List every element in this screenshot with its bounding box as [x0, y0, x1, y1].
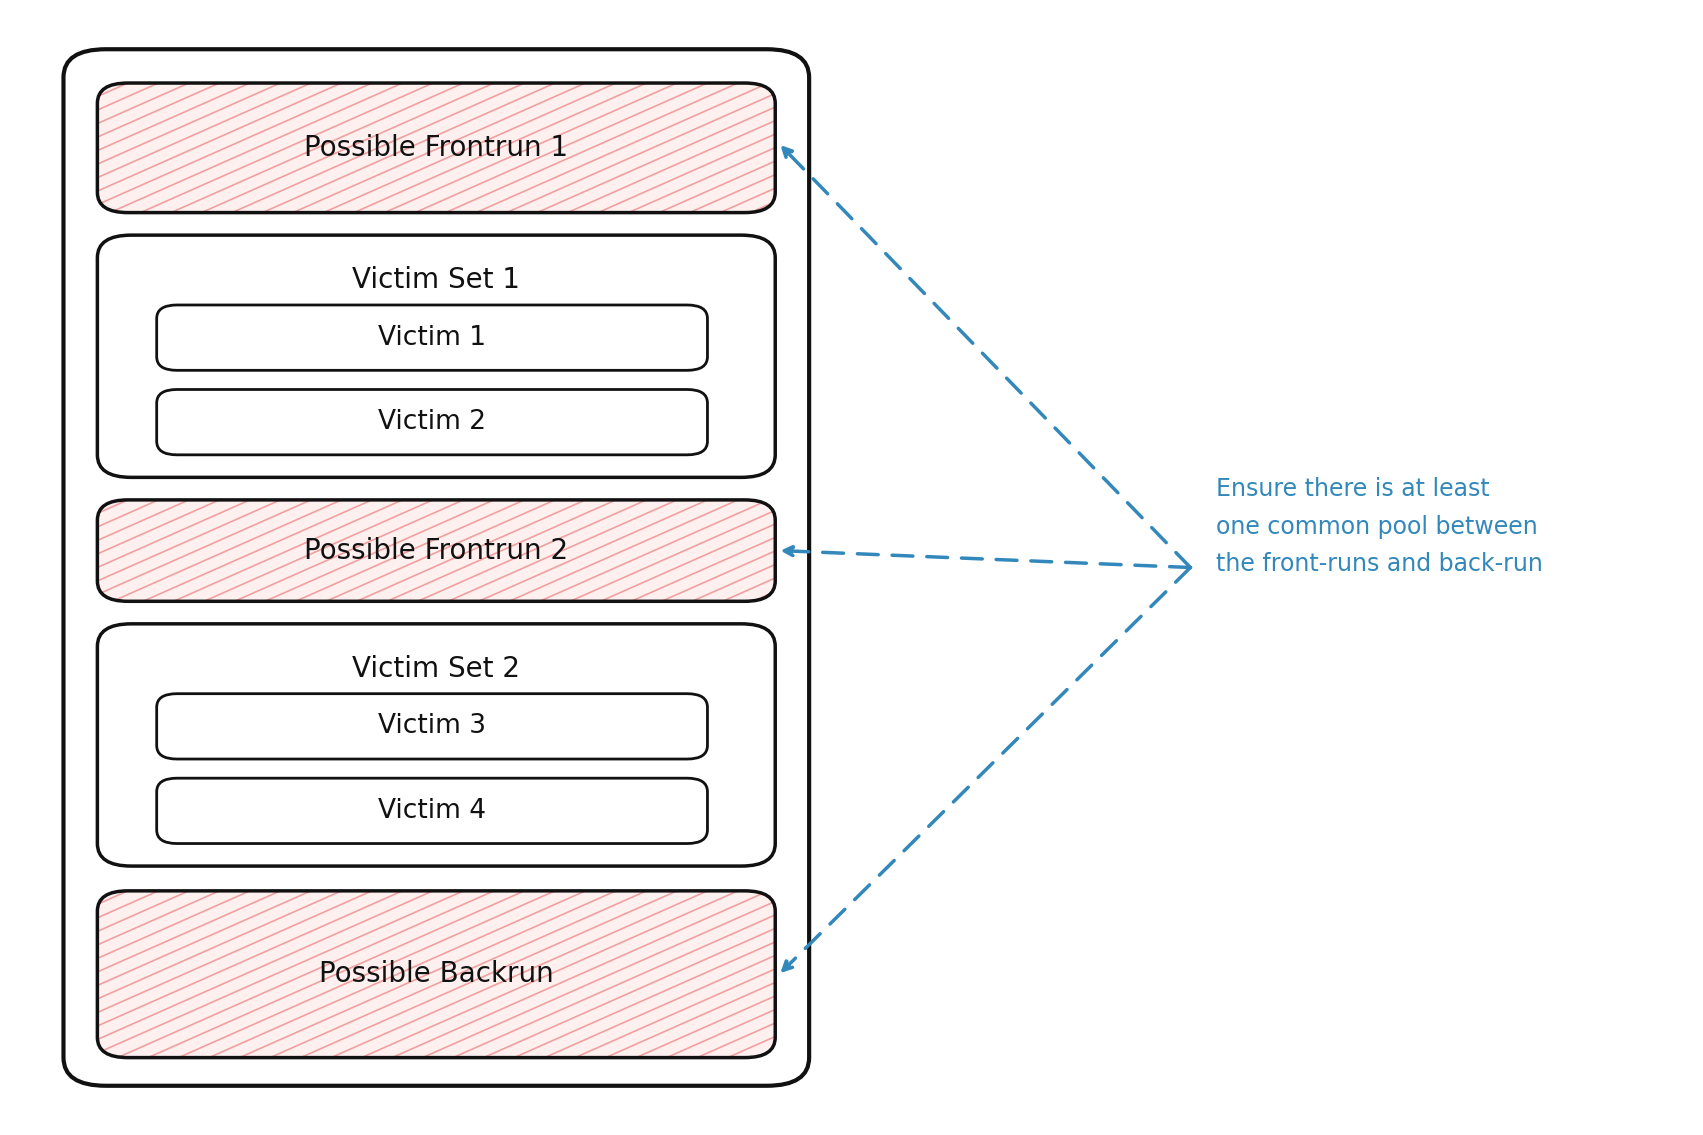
- FancyBboxPatch shape: [97, 891, 775, 1058]
- FancyBboxPatch shape: [63, 49, 809, 1086]
- FancyBboxPatch shape: [157, 693, 707, 759]
- FancyBboxPatch shape: [157, 305, 707, 370]
- Text: Possible Frontrun 1: Possible Frontrun 1: [305, 134, 569, 162]
- Text: Victim 3: Victim 3: [378, 714, 485, 739]
- Text: Victim 1: Victim 1: [378, 325, 485, 351]
- Text: Possible Frontrun 2: Possible Frontrun 2: [305, 537, 569, 564]
- Text: Victim Set 2: Victim Set 2: [353, 655, 521, 683]
- Text: Ensure there is at least
one common pool between
the front-runs and back-run: Ensure there is at least one common pool…: [1216, 478, 1543, 575]
- FancyBboxPatch shape: [97, 624, 775, 866]
- FancyBboxPatch shape: [157, 779, 707, 843]
- Text: Victim 4: Victim 4: [378, 798, 485, 824]
- FancyBboxPatch shape: [157, 389, 707, 455]
- FancyBboxPatch shape: [97, 499, 775, 602]
- Text: Victim 2: Victim 2: [378, 409, 485, 435]
- FancyBboxPatch shape: [97, 235, 775, 478]
- Text: Victim Set 1: Victim Set 1: [353, 267, 521, 294]
- Text: Possible Backrun: Possible Backrun: [318, 960, 553, 989]
- FancyBboxPatch shape: [97, 83, 775, 212]
